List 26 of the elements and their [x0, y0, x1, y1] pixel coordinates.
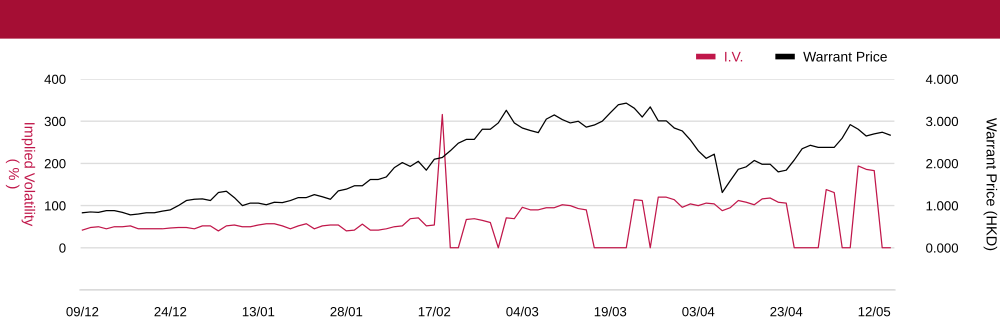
- x-tick-label: 13/01: [242, 306, 274, 316]
- x-tick-label: 03/04: [682, 306, 714, 316]
- y-tick-label: 300: [44, 116, 66, 126]
- y2-axis-title: Warrant Price (HKD): [984, 118, 998, 250]
- legend-label: Warrant Price: [803, 51, 887, 62]
- x-tick-label: 04/03: [506, 306, 538, 316]
- y2-tick-label: 0.000: [926, 243, 958, 253]
- y2-tick-label: 4.000: [926, 74, 958, 84]
- y2-tick-label: 1.000: [926, 201, 958, 211]
- x-tick-label: 19/03: [594, 306, 626, 316]
- x-tick-label: 23/04: [770, 306, 802, 316]
- y2-tick-label: 3.000: [926, 116, 958, 126]
- y2-tick-label: 2.000: [926, 158, 958, 168]
- x-tick-label: 12/05: [858, 306, 890, 316]
- line-series: [82, 114, 891, 248]
- y-axis-title: Implied Volatility ( % ): [6, 123, 36, 226]
- y-tick-label: 400: [44, 74, 66, 84]
- legend-label: I.V.: [725, 52, 742, 62]
- x-tick-label: 17/02: [418, 306, 450, 316]
- x-tick-label: 24/12: [154, 306, 186, 316]
- y-tick-label: 0: [59, 243, 66, 253]
- line-series: [82, 102, 891, 216]
- y-tick-label: 200: [44, 158, 66, 168]
- x-tick-label: 28/01: [330, 306, 362, 316]
- x-tick-label: 09/12: [66, 306, 98, 316]
- y-tick-label: 100: [45, 201, 66, 211]
